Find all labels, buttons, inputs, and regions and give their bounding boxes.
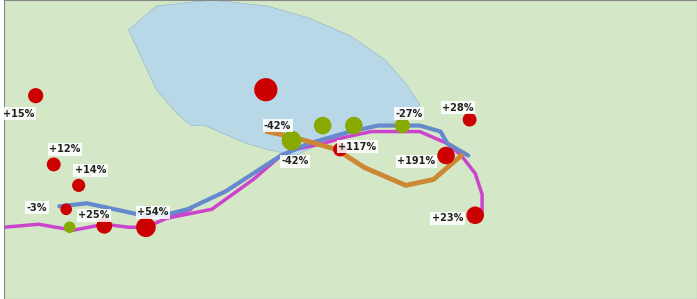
Text: -42%: -42% [282, 156, 309, 167]
Text: +117%: +117% [338, 141, 376, 152]
Text: +191%: +191% [397, 156, 436, 167]
Point [61, 207, 72, 212]
Point [286, 138, 297, 143]
Text: +28%: +28% [442, 103, 473, 113]
Point [99, 223, 110, 228]
Text: +25%: +25% [78, 210, 109, 220]
Text: -42%: -42% [264, 120, 291, 131]
Point [260, 87, 271, 92]
Point [140, 225, 151, 230]
Point [48, 162, 59, 167]
Point [317, 123, 328, 128]
Text: +23%: +23% [431, 213, 463, 223]
Point [464, 117, 475, 122]
Text: +12%: +12% [49, 144, 80, 155]
Point [64, 225, 75, 230]
Text: +15%: +15% [3, 109, 35, 119]
Text: +54%: +54% [137, 207, 169, 217]
Polygon shape [128, 0, 420, 155]
Point [30, 93, 41, 98]
Text: -3%: -3% [26, 203, 47, 213]
Point [397, 123, 408, 128]
Text: -27%: -27% [396, 109, 423, 119]
Point [335, 147, 346, 152]
Point [73, 183, 84, 188]
Text: +14%: +14% [75, 165, 106, 176]
Point [348, 123, 360, 128]
Point [441, 153, 452, 158]
Point [470, 213, 481, 218]
